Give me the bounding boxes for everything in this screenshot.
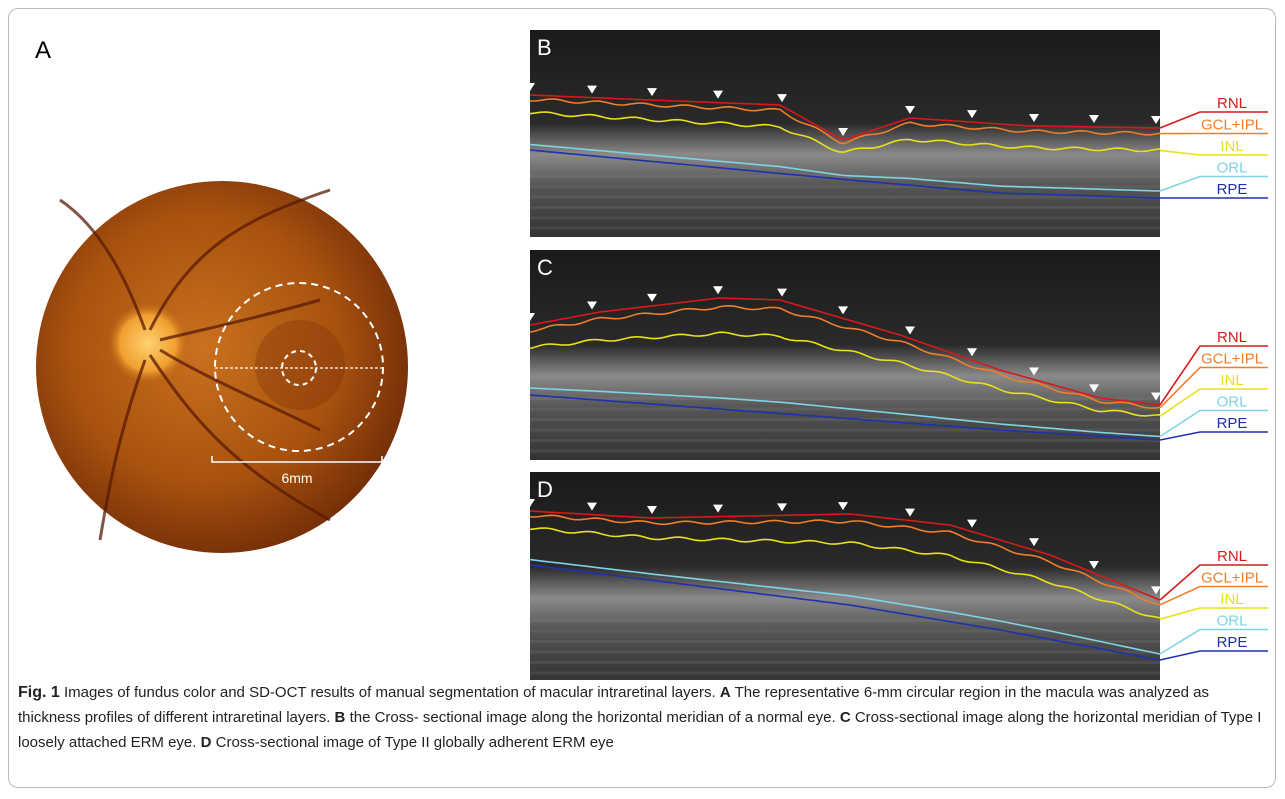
- oct-noise: [530, 439, 1160, 442]
- oct-noise: [530, 206, 1160, 209]
- caption-label: Fig. 1: [18, 684, 60, 701]
- label-connector: [1160, 651, 1268, 660]
- caption-label: D: [201, 734, 212, 751]
- oct-noise: [530, 397, 1160, 400]
- oct-noise: [530, 661, 1160, 664]
- oct-noise: [530, 672, 1160, 675]
- panel-label: A: [35, 37, 51, 64]
- layer-label: RNL: [1217, 548, 1247, 565]
- caption-text: Images of fundus color and SD-OCT result…: [64, 684, 716, 701]
- layer-label: GCL+IPL: [1201, 570, 1263, 587]
- layer-label: RPE: [1217, 634, 1248, 651]
- label-connector: [1160, 608, 1268, 619]
- caption-text: Cross-sectional image of Type II globall…: [216, 734, 614, 751]
- oct-noise: [530, 450, 1160, 453]
- caption: Fig. 1 Images of fundus color and SD-OCT…: [18, 680, 1268, 755]
- layer-label: INL: [1220, 138, 1243, 155]
- oct-noise: [530, 630, 1160, 633]
- layer-label: ORL: [1217, 613, 1248, 630]
- oct-noise: [530, 651, 1160, 654]
- oct-noise: [530, 619, 1160, 622]
- oct-noise: [530, 227, 1160, 230]
- oct-noise: [530, 196, 1160, 199]
- layer-label: ORL: [1217, 160, 1248, 177]
- layer-label: RNL: [1217, 329, 1247, 346]
- label-connector: [1160, 587, 1268, 605]
- panel-label: D: [537, 477, 553, 502]
- label-connector: [1160, 389, 1268, 416]
- layer-label: GCL+IPL: [1201, 117, 1263, 134]
- layer-label: RPE: [1217, 181, 1248, 198]
- caption-label: A: [720, 684, 731, 701]
- layer-label: INL: [1220, 372, 1243, 389]
- page: A 6mm B RNL GCL+IPL INL ORL RPE C RNL GCL+IPL INL…: [0, 0, 1285, 799]
- label-connector: [1160, 368, 1268, 408]
- panel-label: B: [537, 35, 552, 60]
- panel-label: C: [537, 255, 553, 280]
- caption-label: C: [840, 709, 851, 726]
- figure: A 6mm B RNL GCL+IPL INL ORL RPE C RNL GCL+IPL INL…: [0, 0, 1285, 680]
- caption-label: B: [335, 709, 346, 726]
- label-connector: [1160, 177, 1268, 192]
- layer-label: RPE: [1217, 415, 1248, 432]
- label-connector: [1160, 432, 1268, 440]
- oct-noise: [530, 216, 1160, 219]
- scale-label: 6mm: [281, 470, 312, 486]
- label-connector: [1160, 150, 1268, 155]
- layer-label: GCL+IPL: [1201, 351, 1263, 368]
- layer-label: RNL: [1217, 95, 1247, 112]
- fundus-image: [36, 181, 408, 553]
- caption-text: the Cross- sectional image along the hor…: [350, 709, 836, 726]
- layer-label: INL: [1220, 591, 1243, 608]
- layer-label: ORL: [1217, 394, 1248, 411]
